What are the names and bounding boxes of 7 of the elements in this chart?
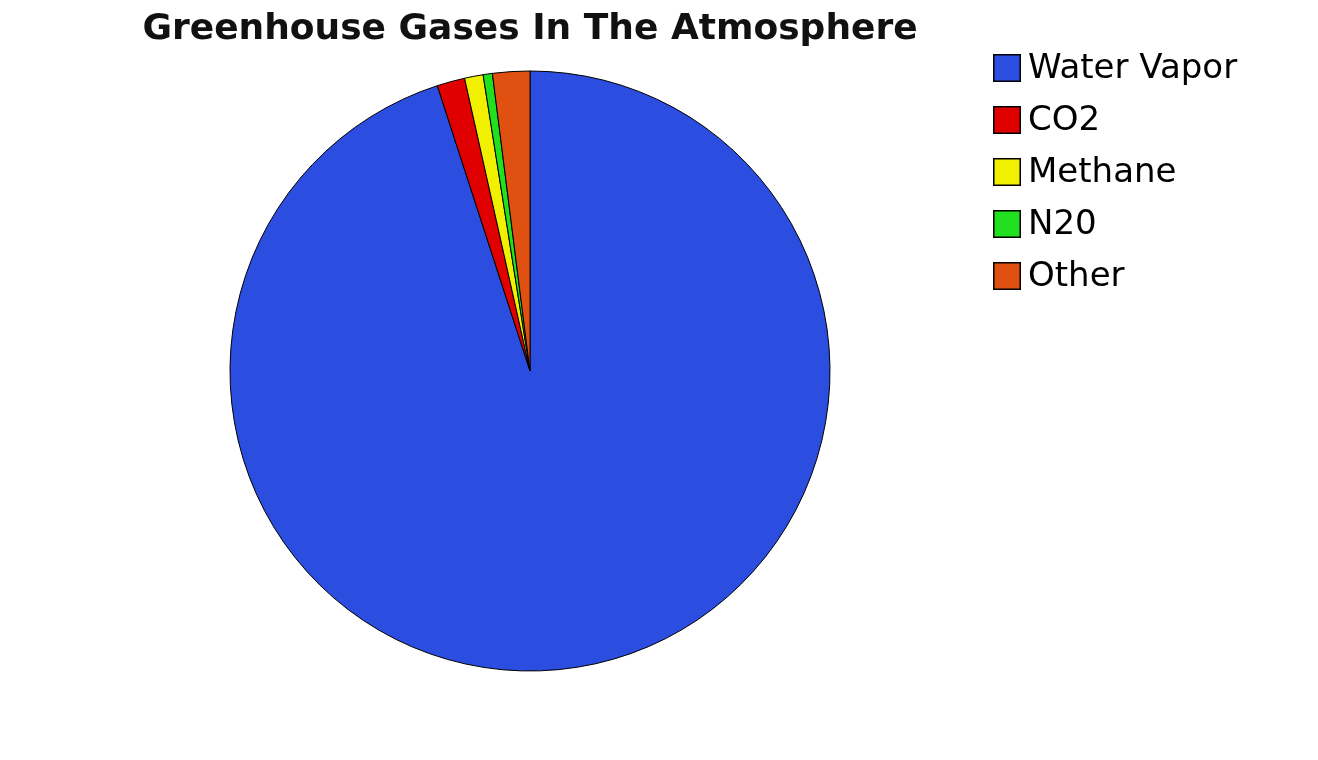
chart-title: Greenhouse Gases In The Atmosphere (142, 6, 918, 47)
legend-label: Water Vapor (1028, 46, 1238, 86)
legend-label: Other (1028, 254, 1125, 294)
legend-label: N20 (1028, 202, 1097, 242)
legend-label: Methane (1028, 150, 1177, 190)
legend-label: CO2 (1028, 98, 1101, 138)
pie-slice (229, 70, 831, 672)
